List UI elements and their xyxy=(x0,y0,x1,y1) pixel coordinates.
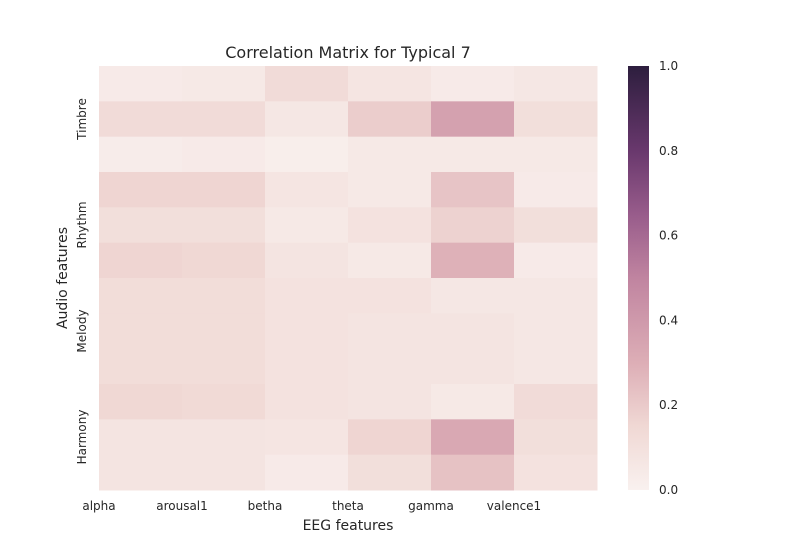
heatmap-cell xyxy=(265,207,349,244)
heatmap-cell xyxy=(182,172,266,208)
heatmap-cell xyxy=(265,384,349,420)
heatmap-cell xyxy=(99,419,183,456)
x-tick-label: arousal1 xyxy=(156,499,208,513)
heatmap-cell xyxy=(514,242,598,279)
heatmap-cell xyxy=(431,313,515,350)
y-axis-label: Audio features xyxy=(55,227,71,329)
heatmap-cell xyxy=(348,101,432,138)
heatmap-cell xyxy=(348,278,432,314)
heatmap-cell xyxy=(265,454,349,491)
heatmap-cell xyxy=(431,101,515,138)
heatmap-cell xyxy=(265,278,349,314)
heatmap-cell xyxy=(99,242,183,279)
heatmap-cell xyxy=(431,136,515,173)
heatmap-cell xyxy=(431,384,515,420)
heatmap-cell xyxy=(348,348,432,385)
heatmap-cell xyxy=(265,136,349,173)
heatmap-cell xyxy=(431,454,515,491)
heatmap-cell xyxy=(431,348,515,385)
heatmap-cell xyxy=(182,101,266,138)
heatmap-cell xyxy=(514,101,598,138)
x-axis-label: EEG features xyxy=(303,518,394,534)
heatmap-cell xyxy=(514,313,598,350)
heatmap-cell xyxy=(265,348,349,385)
heatmap-cell xyxy=(99,172,183,208)
heatmap-cell xyxy=(514,419,598,456)
colorbar-tick-label: 0.0 xyxy=(659,483,678,497)
x-tick-label: theta xyxy=(332,499,364,513)
heatmap-cell xyxy=(348,419,432,456)
heatmap-cell xyxy=(514,207,598,244)
heatmap-cell xyxy=(182,242,266,279)
heatmap-cells xyxy=(99,66,598,491)
heatmap-cell xyxy=(182,384,266,420)
x-tick-labels: alpha arousal1 betha theta gamma valence1 xyxy=(82,499,541,513)
heatmap-cell xyxy=(348,454,432,491)
heatmap-cell xyxy=(514,66,598,102)
heatmap-cell xyxy=(265,419,349,456)
heatmap-cell xyxy=(348,384,432,420)
y-tick-label: Melody xyxy=(75,309,89,352)
colorbar-tick-label: 0.6 xyxy=(659,229,678,243)
heatmap-cell xyxy=(431,66,515,102)
colorbar-tick-label: 1.0 xyxy=(659,59,678,73)
x-tick-label: valence1 xyxy=(487,499,541,513)
x-tick-label: betha xyxy=(248,499,283,513)
y-tick-label: Harmony xyxy=(75,410,89,465)
colorbar-tick-label: 0.2 xyxy=(659,398,678,412)
heatmap-cell xyxy=(348,313,432,350)
heatmap-cell xyxy=(431,242,515,279)
heatmap-cell xyxy=(99,384,183,420)
heatmap-cell xyxy=(348,172,432,208)
heatmap-cell xyxy=(99,136,183,173)
heatmap-cell xyxy=(182,348,266,385)
heatmap-cell xyxy=(431,207,515,244)
x-tick-label: alpha xyxy=(82,499,115,513)
heatmap-cell xyxy=(99,348,183,385)
heatmap-cell xyxy=(182,207,266,244)
y-tick-label: Rhythm xyxy=(75,201,89,248)
heatmap-cell xyxy=(99,66,183,102)
heatmap-cell xyxy=(99,313,183,350)
heatmap-cell xyxy=(265,101,349,138)
heatmap-cell xyxy=(514,348,598,385)
y-tick-label: Timbre xyxy=(75,98,89,141)
heatmap-cell xyxy=(182,66,266,102)
heatmap-cell xyxy=(99,278,183,314)
colorbar-tick-label: 0.8 xyxy=(659,144,678,158)
heatmap-cell xyxy=(348,66,432,102)
heatmap-cell xyxy=(348,207,432,244)
heatmap-cell xyxy=(99,101,183,138)
heatmap-cell xyxy=(182,136,266,173)
heatmap-cell xyxy=(182,419,266,456)
heatmap-cell xyxy=(514,278,598,314)
heatmap-cell xyxy=(265,172,349,208)
heatmap-cell xyxy=(265,313,349,350)
heatmap-cell xyxy=(431,172,515,208)
heatmap-cell xyxy=(99,207,183,244)
x-tick-label: gamma xyxy=(408,499,454,513)
heatmap-cell xyxy=(182,278,266,314)
heatmap-cell xyxy=(514,384,598,420)
heatmap-cell xyxy=(514,454,598,491)
heatmap-cell xyxy=(431,278,515,314)
heatmap-cell xyxy=(431,419,515,456)
y-tick-labels: Timbre Rhythm Melody Harmony xyxy=(75,98,89,464)
heatmap-cell xyxy=(182,454,266,491)
heatmap-cell xyxy=(348,136,432,173)
colorbar: 0.0 0.2 0.4 0.6 0.8 1.0 xyxy=(628,59,678,497)
chart-title: Correlation Matrix for Typical 7 xyxy=(225,43,471,62)
heatmap-cell xyxy=(265,66,349,102)
heatmap-cell xyxy=(99,454,183,491)
colorbar-tick-label: 0.4 xyxy=(659,313,678,327)
heatmap-cell xyxy=(182,313,266,350)
heatmap-cell xyxy=(265,242,349,279)
colorbar-gradient xyxy=(628,66,649,490)
heatmap-cell xyxy=(348,242,432,279)
heatmap-cell xyxy=(514,136,598,173)
heatmap-cell xyxy=(514,172,598,208)
